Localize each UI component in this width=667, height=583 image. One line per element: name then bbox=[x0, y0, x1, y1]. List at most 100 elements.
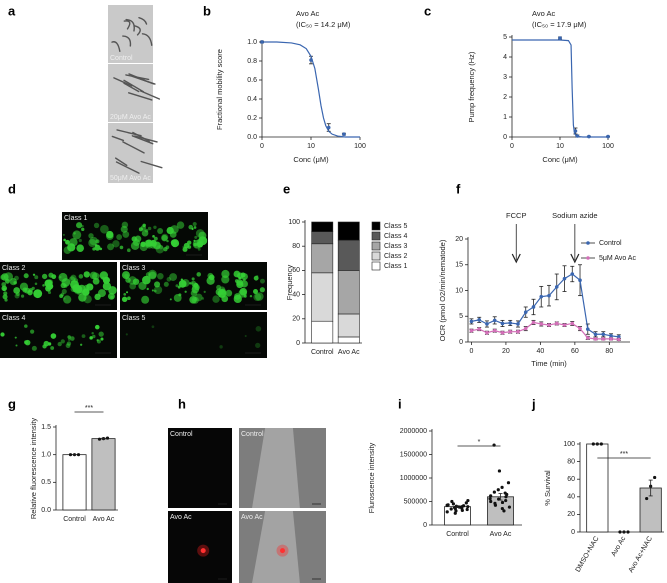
y-tick-label: 0.4 bbox=[247, 96, 257, 103]
data-point bbox=[570, 272, 575, 276]
y-tick-label: 0 bbox=[571, 529, 575, 536]
x-tick-label: 10 bbox=[307, 143, 315, 150]
worm bbox=[139, 90, 161, 100]
lipid-droplet bbox=[80, 343, 83, 346]
lipid-droplet bbox=[203, 290, 206, 293]
legend-swatch bbox=[371, 261, 381, 271]
lipid-droplet bbox=[140, 225, 147, 231]
lipid-droplet bbox=[196, 272, 202, 277]
data-point bbox=[653, 475, 657, 480]
data-point bbox=[523, 310, 528, 314]
panel-label: b bbox=[203, 3, 211, 18]
annotation: FCCP bbox=[506, 211, 526, 220]
lipid-droplet bbox=[33, 289, 43, 299]
data-point bbox=[523, 326, 528, 331]
lipid-droplet bbox=[2, 294, 8, 300]
lipid-droplet bbox=[50, 333, 57, 339]
lipid-droplet bbox=[219, 345, 223, 349]
lipid-droplet bbox=[153, 236, 158, 241]
lipid-droplet bbox=[122, 231, 130, 238]
lipid-droplet bbox=[76, 244, 85, 252]
data-point bbox=[489, 499, 493, 504]
x-tick-label: 0 bbox=[260, 143, 264, 150]
bar-segment bbox=[311, 243, 334, 274]
y-tick-label: 100 bbox=[288, 219, 300, 226]
lipid-droplet bbox=[62, 233, 65, 236]
legend-swatch bbox=[371, 231, 381, 241]
lipid-droplet bbox=[121, 271, 130, 280]
worm bbox=[113, 77, 133, 87]
lipid-droplet bbox=[23, 273, 29, 279]
lipid-droplet bbox=[216, 284, 222, 290]
lipid-droplet bbox=[176, 221, 185, 229]
legend-marker bbox=[586, 256, 590, 260]
bar-segment bbox=[337, 336, 360, 344]
y-tick-label: 20 bbox=[455, 236, 463, 243]
y-axis-label: % Survival bbox=[543, 470, 552, 506]
lipid-droplet bbox=[13, 287, 21, 294]
image-label: Class 5 bbox=[122, 315, 145, 322]
lipid-droplet bbox=[100, 337, 104, 341]
lipid-droplet bbox=[125, 277, 131, 283]
lipid-droplet bbox=[193, 242, 198, 247]
lipid-droplet bbox=[4, 298, 8, 302]
data-point bbox=[477, 327, 482, 331]
lipid-droplet bbox=[81, 334, 86, 339]
worm bbox=[114, 157, 128, 167]
lipid-droplet bbox=[189, 295, 197, 304]
lipid-droplet bbox=[82, 288, 90, 296]
lipid-droplet bbox=[31, 286, 35, 291]
lipid-droplet bbox=[173, 294, 182, 302]
image-label: Class 4 bbox=[2, 315, 25, 322]
lipid-droplet bbox=[126, 248, 131, 253]
y-tick-label: 80 bbox=[292, 243, 300, 250]
data-point bbox=[503, 491, 507, 495]
y-tick-label: 2000000 bbox=[400, 428, 427, 435]
bar-segment bbox=[337, 313, 360, 338]
lipid-droplet bbox=[0, 332, 5, 337]
lipid-droplet bbox=[191, 282, 194, 285]
data-point bbox=[539, 294, 544, 299]
worm bbox=[138, 17, 148, 25]
lipid-droplet bbox=[129, 282, 137, 290]
significance-label: *** bbox=[85, 405, 93, 412]
worm-body bbox=[252, 511, 300, 583]
data-point bbox=[488, 497, 492, 501]
lipid-droplet bbox=[153, 225, 157, 230]
worm bbox=[123, 20, 131, 30]
y-tick-label: 5 bbox=[503, 34, 507, 41]
legend-swatch bbox=[371, 221, 381, 231]
lipid-droplet bbox=[105, 232, 114, 240]
data-point bbox=[601, 337, 606, 341]
data-point bbox=[469, 319, 474, 324]
lipid-droplet bbox=[93, 222, 100, 229]
data-point bbox=[504, 495, 508, 499]
lipid-droplet bbox=[253, 288, 259, 294]
lipid-droplet bbox=[146, 287, 149, 291]
y-tick-label: 40 bbox=[292, 291, 300, 298]
data-point bbox=[593, 337, 598, 341]
lipid-droplet bbox=[41, 273, 48, 280]
lipid-droplet bbox=[192, 221, 197, 227]
panel-label: e bbox=[283, 181, 290, 196]
worm bbox=[122, 141, 145, 154]
data-point bbox=[601, 332, 606, 337]
data-point bbox=[585, 336, 590, 340]
lipid-droplet bbox=[63, 246, 72, 255]
fluor-spot bbox=[200, 548, 206, 554]
lipid-droplet bbox=[260, 278, 265, 284]
data-point bbox=[562, 323, 567, 327]
panel-label: d bbox=[8, 181, 16, 196]
lipid-droplet bbox=[91, 332, 94, 335]
y-tick-label: 20 bbox=[292, 316, 300, 323]
lipid-droplet bbox=[63, 295, 72, 304]
panel-label: c bbox=[424, 3, 431, 18]
micrograph bbox=[62, 212, 208, 260]
x-tick-label: Avo Ac bbox=[93, 516, 115, 523]
data-point bbox=[342, 132, 346, 136]
data-point bbox=[504, 498, 508, 503]
y-tick-label: 1000000 bbox=[400, 475, 427, 482]
lipid-droplet bbox=[88, 233, 94, 239]
data-point bbox=[507, 505, 511, 509]
legend-label: Class 1 bbox=[384, 263, 407, 270]
